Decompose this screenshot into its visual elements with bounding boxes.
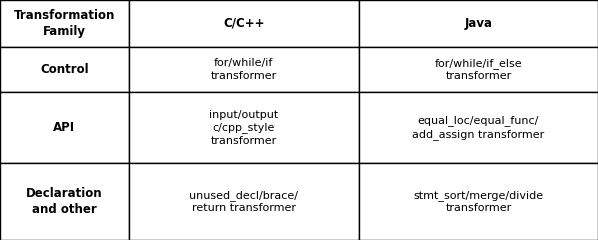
Text: for/while/if_else
transformer: for/while/if_else transformer [435, 58, 522, 81]
Text: API: API [53, 121, 75, 134]
Bar [129, 47, 359, 92]
Bar [359, 92, 598, 163]
Text: stmt_sort/merge/divide
transformer: stmt_sort/merge/divide transformer [413, 190, 544, 213]
Text: unused_decl/brace/
return transformer: unused_decl/brace/ return transformer [189, 190, 298, 213]
Bar [129, 0, 359, 47]
Text: for/while/if
transformer: for/while/if transformer [210, 58, 277, 81]
Bar [0, 92, 129, 163]
Bar [0, 0, 129, 47]
Text: Control: Control [40, 63, 89, 76]
Bar [359, 47, 598, 92]
Text: Java: Java [465, 17, 492, 30]
Text: equal_loc/equal_func/
add_assign transformer: equal_loc/equal_func/ add_assign transfo… [412, 115, 545, 140]
Text: input/output
c/cpp_style
transformer: input/output c/cpp_style transformer [209, 109, 278, 146]
Text: C/C++: C/C++ [223, 17, 264, 30]
Bar [129, 92, 359, 163]
Bar [359, 0, 598, 47]
Text: Declaration
and other: Declaration and other [26, 187, 103, 216]
Bar [0, 47, 129, 92]
Bar [359, 163, 598, 240]
Bar [0, 163, 129, 240]
Text: Transformation
Family: Transformation Family [14, 9, 115, 38]
Bar [129, 163, 359, 240]
